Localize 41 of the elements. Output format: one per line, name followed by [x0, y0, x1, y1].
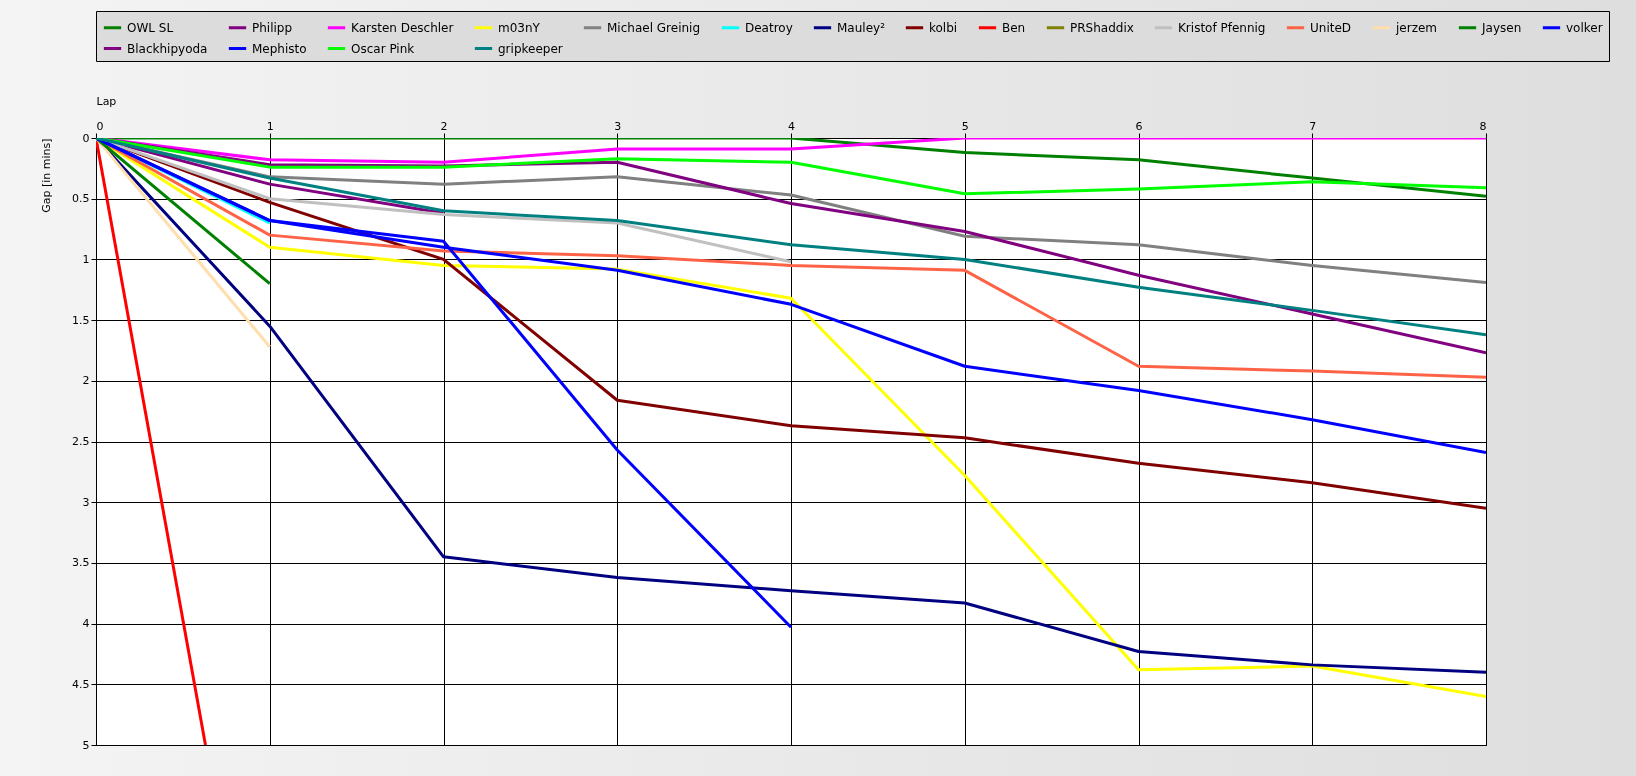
y-tick-label: 5 — [82, 738, 90, 752]
legend-label: Mauley² — [837, 20, 886, 35]
x-axis-title: Lap — [96, 94, 117, 108]
legend-label: OWL SL — [127, 20, 174, 35]
y-tick-label: 1.5 — [72, 313, 90, 327]
legend-label: kolbi — [929, 20, 958, 35]
legend-label: Deatroy — [745, 20, 793, 35]
y-tick-label: 2.5 — [72, 435, 90, 448]
legend-label: jerzem — [1395, 20, 1438, 35]
x-tick-label: 2 — [440, 119, 448, 133]
legend-label: PRShaddix — [1070, 20, 1134, 35]
y-tick-label: 3.5 — [72, 556, 90, 570]
y-axis-title: Gap [in mins] — [40, 138, 54, 213]
y-tick-label: 1 — [82, 252, 90, 266]
y-tick-label: 3 — [82, 495, 90, 509]
legend-label: volker — [1566, 20, 1603, 35]
legend-label: Ben — [1002, 20, 1026, 35]
legend-label: Karsten Deschler — [351, 20, 454, 35]
x-tick-label: 6 — [1135, 119, 1143, 133]
legend-label: Kristof Pfennig — [1178, 20, 1266, 35]
legend-label: m03nY — [498, 20, 541, 35]
legend-label: Jaysen — [1481, 20, 1522, 35]
y-tick-label: 0.5 — [72, 192, 90, 206]
legend-label: Philipp — [252, 20, 293, 35]
legend-label: UniteD — [1310, 20, 1352, 35]
legend-label: Mephisto — [252, 41, 307, 56]
y-tick-label: 4.5 — [72, 677, 90, 691]
x-tick-label: 0 — [96, 119, 104, 133]
x-tick-label: 1 — [266, 119, 274, 133]
y-tick-label: 4 — [82, 617, 90, 631]
legend-label: Michael Greinig — [607, 20, 701, 35]
legend-label: Blackhipyoda — [127, 41, 208, 56]
y-tick-label: 2 — [82, 374, 90, 388]
legend-label: gripkeeper — [498, 41, 563, 56]
x-tick-label: 7 — [1309, 119, 1317, 133]
x-tick-label: 4 — [788, 119, 795, 133]
x-tick-label: 3 — [614, 119, 622, 133]
x-tick-label: 5 — [961, 119, 969, 133]
y-tick-label: 0 — [82, 131, 90, 145]
legend-label: Oscar Pink — [351, 41, 415, 56]
x-tick-label: 8 — [1479, 119, 1487, 133]
